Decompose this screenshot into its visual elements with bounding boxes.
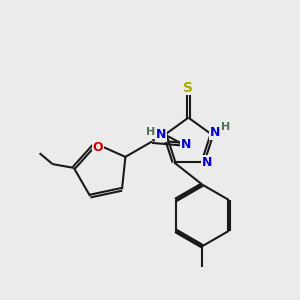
Text: S: S — [183, 81, 194, 94]
Text: N: N — [181, 138, 191, 151]
Text: H: H — [146, 127, 155, 137]
Text: N: N — [202, 156, 212, 169]
Text: N: N — [156, 128, 166, 141]
Text: methyl: methyl — [170, 278, 175, 279]
Text: N: N — [210, 126, 220, 139]
Text: O: O — [93, 141, 103, 154]
Text: H: H — [221, 122, 230, 132]
